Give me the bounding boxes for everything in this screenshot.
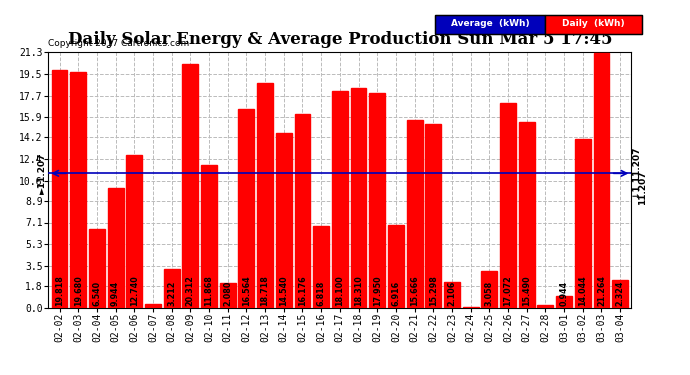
- Bar: [500, 103, 516, 308]
- Bar: [257, 83, 273, 308]
- Text: 11.207: 11.207: [638, 170, 647, 205]
- Text: 20.312: 20.312: [186, 275, 195, 306]
- Bar: [351, 88, 366, 308]
- Text: 16.176: 16.176: [298, 275, 307, 306]
- Bar: [425, 124, 441, 308]
- Text: 11.868: 11.868: [204, 275, 213, 306]
- Bar: [519, 122, 535, 308]
- Text: 18.100: 18.100: [335, 275, 344, 306]
- Text: 2.080: 2.080: [223, 280, 233, 306]
- Bar: [70, 72, 86, 308]
- Text: 6.818: 6.818: [317, 280, 326, 306]
- Bar: [406, 120, 422, 308]
- Bar: [201, 165, 217, 308]
- Text: 0.944: 0.944: [560, 280, 569, 306]
- Text: ►11.207: ►11.207: [38, 153, 47, 194]
- Text: 3.212: 3.212: [167, 280, 176, 306]
- Text: 15.666: 15.666: [410, 275, 419, 306]
- Title: Daily Solar Energy & Average Production Sun Mar 5 17:45: Daily Solar Energy & Average Production …: [68, 31, 612, 48]
- Text: 21.264: 21.264: [597, 275, 606, 306]
- Text: Daily  (kWh): Daily (kWh): [562, 19, 624, 28]
- Text: Copyright 2017 Cartronics.com: Copyright 2017 Cartronics.com: [48, 39, 190, 48]
- Bar: [126, 155, 142, 308]
- Bar: [295, 114, 310, 308]
- Bar: [575, 140, 591, 308]
- Bar: [332, 91, 348, 308]
- Bar: [239, 109, 255, 307]
- Bar: [388, 225, 404, 308]
- Text: 9.944: 9.944: [111, 280, 120, 306]
- Text: 16.564: 16.564: [242, 275, 251, 306]
- Bar: [182, 64, 198, 308]
- Text: 17.950: 17.950: [373, 275, 382, 306]
- Bar: [556, 296, 572, 307]
- Bar: [482, 271, 497, 308]
- Text: 18.718: 18.718: [261, 275, 270, 306]
- Bar: [108, 189, 124, 308]
- Bar: [369, 93, 385, 308]
- Bar: [612, 280, 628, 308]
- Text: ↓1 11.207: ↓1 11.207: [633, 148, 642, 199]
- Bar: [276, 134, 292, 308]
- Bar: [463, 307, 479, 308]
- Text: 17.072: 17.072: [504, 275, 513, 306]
- Bar: [219, 283, 236, 308]
- Text: 19.680: 19.680: [74, 275, 83, 306]
- Text: 19.818: 19.818: [55, 275, 64, 306]
- Bar: [538, 305, 553, 308]
- Text: 15.298: 15.298: [428, 275, 437, 306]
- Bar: [145, 304, 161, 307]
- Text: 14.540: 14.540: [279, 275, 288, 306]
- Text: 14.044: 14.044: [578, 275, 587, 306]
- Text: 12.740: 12.740: [130, 275, 139, 306]
- Text: 2.106: 2.106: [447, 280, 457, 306]
- Text: 18.310: 18.310: [354, 275, 363, 306]
- Bar: [89, 229, 105, 308]
- Text: Average  (kWh): Average (kWh): [451, 19, 529, 28]
- Text: 2.324: 2.324: [615, 280, 624, 306]
- Bar: [444, 282, 460, 308]
- Bar: [52, 70, 68, 308]
- Bar: [164, 269, 179, 308]
- Text: 6.540: 6.540: [92, 280, 101, 306]
- Bar: [313, 226, 329, 308]
- Text: 6.916: 6.916: [391, 280, 400, 306]
- Text: 3.058: 3.058: [485, 280, 494, 306]
- Bar: [593, 53, 609, 307]
- Text: 15.490: 15.490: [522, 275, 531, 306]
